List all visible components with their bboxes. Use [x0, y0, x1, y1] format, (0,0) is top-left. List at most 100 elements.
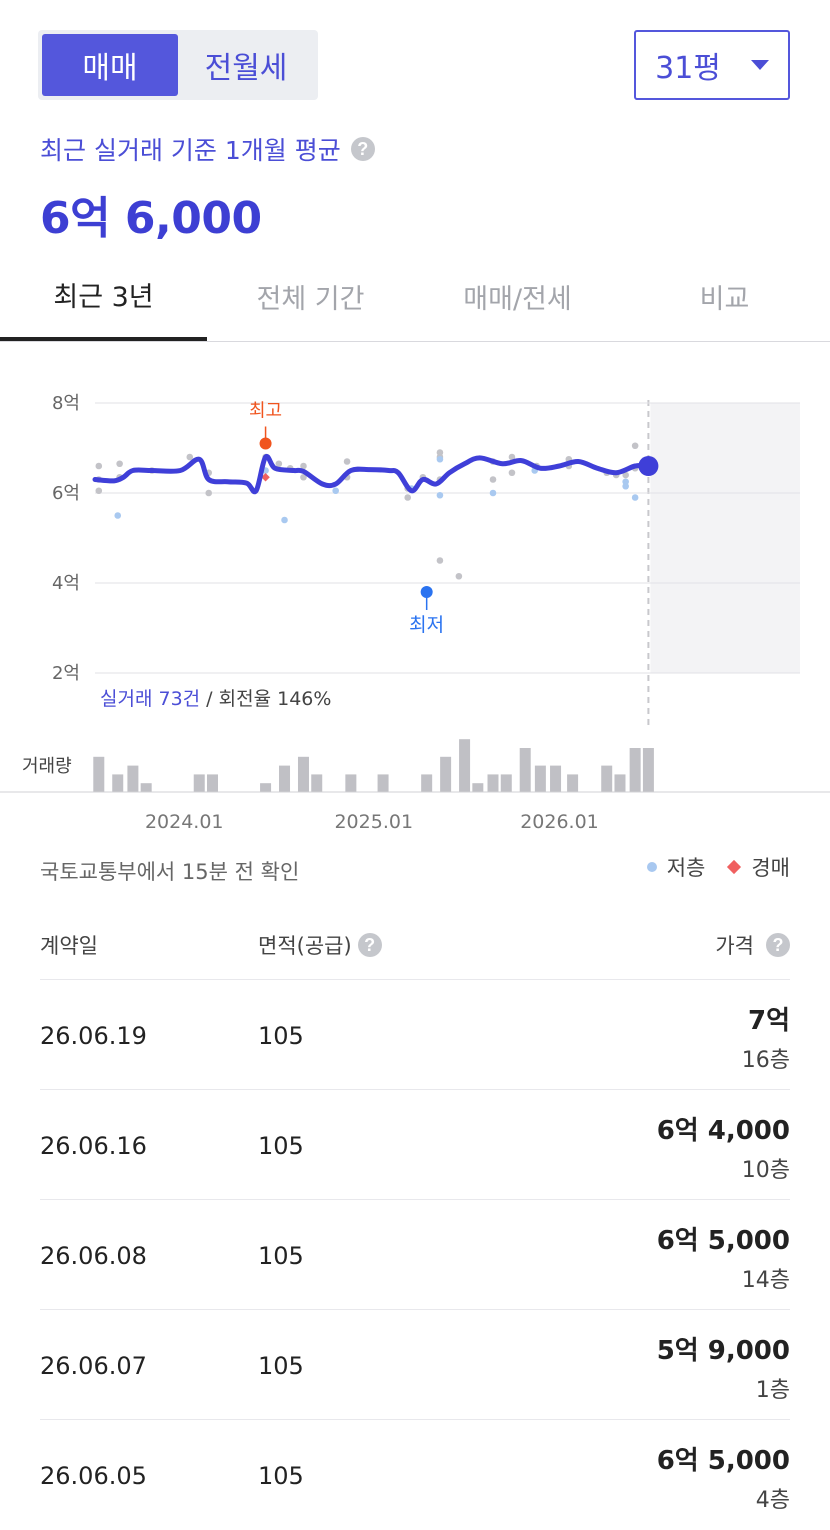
row-price: 6억 4,000 — [656, 1116, 790, 1146]
header-date-label: 계약일 — [40, 934, 98, 958]
chart-legend: 저층 경매 — [646, 852, 790, 882]
table-row[interactable]: 26.06.05 105 6억 5,000 4층 — [40, 1420, 790, 1530]
header-area-label: 면적(공급) — [258, 934, 352, 958]
table-row[interactable]: 26.06.08 105 6억 5,000 14층 — [40, 1200, 790, 1310]
low-floor-trade-point — [631, 494, 639, 501]
row-date: 26.06.16 — [40, 1132, 147, 1160]
trade-point — [300, 462, 307, 470]
header-price: 가격? — [715, 930, 790, 960]
low-floor-trade-point — [622, 482, 629, 490]
average-price-value: 6억 6,000 — [40, 193, 262, 244]
current-point-marker — [638, 456, 659, 476]
auction-diamond-icon — [727, 859, 742, 875]
average-price-label: 최근 실거래 기준 1개월 평균 ? — [40, 131, 375, 167]
trade-point — [508, 453, 516, 461]
low-label: 최저 — [409, 614, 444, 636]
row-floor: 10층 — [741, 1158, 790, 1183]
row-price: 5억 9,000 — [656, 1336, 790, 1366]
trade-point — [205, 489, 213, 497]
sale-tab-button[interactable]: 매매 — [42, 34, 178, 96]
y-tick-label: 2억 — [52, 663, 80, 684]
high-marker — [259, 437, 272, 450]
trade-count: 실거래 73건 — [100, 688, 200, 710]
volume-bar — [297, 756, 309, 792]
volume-bar — [472, 783, 484, 792]
tab-recent-3-years[interactable]: 최근 3년 — [0, 252, 207, 341]
volume-bar — [567, 774, 579, 792]
y-tick-label: 8억 — [52, 393, 80, 414]
table-row[interactable]: 26.06.19 105 7억 16층 — [40, 980, 790, 1090]
row-area: 105 — [258, 1132, 304, 1160]
low-floor-trade-point — [332, 487, 339, 495]
row-date: 26.06.05 — [40, 1462, 147, 1490]
trade-point — [95, 462, 103, 470]
row-floor: 1층 — [755, 1378, 790, 1403]
volume-bar — [112, 774, 124, 792]
trade-point — [275, 460, 283, 468]
tab-all-period[interactable]: 전체 기간 — [256, 283, 365, 315]
row-date: 26.06.07 — [40, 1352, 147, 1380]
trade-point — [508, 469, 516, 477]
header-area: 면적(공급)? — [258, 930, 382, 960]
turnover-rate: 회전율 146% — [219, 688, 332, 710]
x-tick-label: 2026.01 — [520, 811, 599, 833]
high-label: 최고 — [249, 401, 282, 422]
volume-bar — [440, 756, 452, 792]
row-area: 105 — [258, 1242, 304, 1270]
header-price-label: 가격 — [715, 934, 754, 958]
row-floor: 16층 — [741, 1048, 790, 1073]
volume-bar — [550, 765, 562, 792]
row-price: 6억 5,000 — [656, 1446, 790, 1476]
table-row[interactable]: 26.06.16 105 6억 4,000 10층 — [40, 1090, 790, 1200]
help-icon[interactable]: ? — [766, 933, 790, 957]
volume-bar — [260, 783, 272, 792]
row-floor: 14층 — [741, 1268, 790, 1293]
volume-bar — [614, 774, 626, 792]
volume-bar — [487, 774, 499, 792]
row-date: 26.06.08 — [40, 1242, 147, 1270]
header-date: 계약일 — [40, 930, 98, 960]
volume-bar — [207, 774, 219, 792]
row-area: 105 — [258, 1352, 304, 1380]
x-tick-label: 2025.01 — [334, 811, 413, 833]
trade-point — [300, 473, 307, 481]
volume-bar — [140, 783, 152, 792]
caret-down-icon — [750, 60, 769, 70]
table-row[interactable]: 26.06.07 105 5억 9,000 1층 — [40, 1310, 790, 1420]
trade-point — [622, 471, 629, 479]
row-price: 6억 5,000 — [656, 1226, 790, 1256]
trade-point — [631, 442, 639, 450]
help-icon[interactable]: ? — [357, 933, 382, 957]
legend-auction: 경매 — [751, 856, 790, 880]
volume-bar — [345, 774, 357, 792]
volume-bar — [642, 748, 654, 792]
help-icon[interactable]: ? — [350, 137, 375, 161]
low-floor-trade-point — [436, 455, 444, 463]
tab-sale-jeonse[interactable]: 매매/전세 — [463, 283, 572, 315]
stats-separator: / — [200, 688, 218, 710]
data-source-note: 국토교통부에서 15분 전 확인 — [40, 860, 300, 884]
volume-bar — [421, 774, 433, 792]
auction-trade-point — [261, 473, 270, 482]
volume-bar — [279, 765, 291, 792]
trade-point — [116, 460, 123, 468]
size-dropdown[interactable]: 31평 — [634, 30, 790, 100]
trade-point — [343, 458, 351, 465]
trade-point — [489, 476, 497, 483]
legend-low-floor: 저층 — [666, 856, 706, 880]
volume-bar — [601, 765, 613, 792]
volume-bar — [519, 748, 531, 792]
tab-compare[interactable]: 비교 — [699, 283, 750, 315]
row-area: 105 — [258, 1462, 304, 1490]
period-tabs: 최근 3년 전체 기간 매매/전세 비교 — [0, 252, 830, 342]
row-price: 7억 — [747, 1006, 790, 1036]
rent-tab-button[interactable]: 전월세 — [204, 51, 288, 86]
volume-bar — [311, 774, 323, 792]
trade-type-toggle: 매매 전월세 — [38, 30, 318, 100]
volume-bar — [93, 756, 105, 792]
volume-label: 거래량 — [22, 756, 72, 777]
low-floor-trade-point — [436, 491, 444, 499]
volume-bar — [629, 748, 641, 792]
trade-point — [404, 494, 412, 501]
